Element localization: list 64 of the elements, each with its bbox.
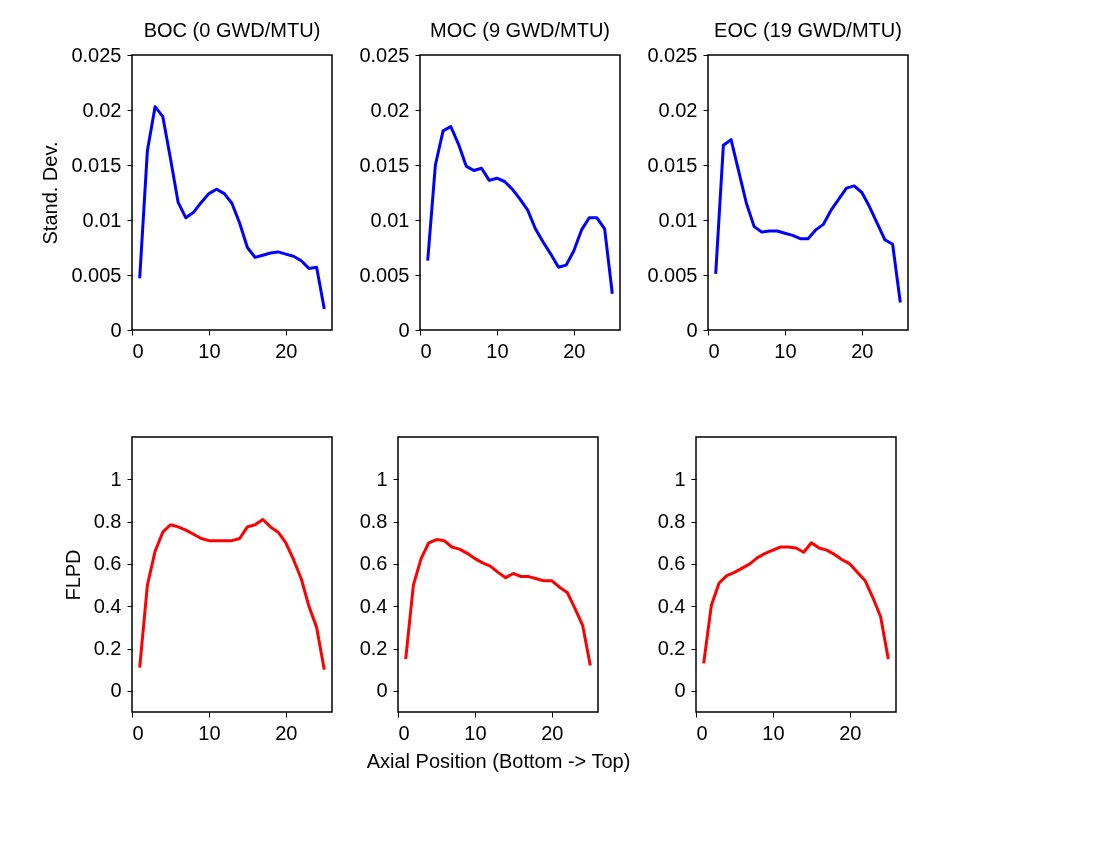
- y-tick-label: 1: [110, 467, 122, 490]
- y-tick-label: 0.015: [359, 153, 410, 176]
- y-tick-label: 0: [110, 318, 122, 341]
- line-series: [404, 538, 592, 667]
- x-tick-label: 20: [275, 721, 298, 744]
- y-tick-label: 0.2: [359, 637, 388, 660]
- x-tick-label: 10: [198, 721, 221, 744]
- y-axis-title: Stand. Dev.: [39, 141, 62, 245]
- y-tick-label: 0.025: [647, 43, 698, 66]
- x-tick-label: 10: [198, 339, 221, 362]
- y-tick-label: 0.025: [359, 43, 410, 66]
- x-axis-title: Axial Position (Bottom -> Top): [366, 749, 631, 772]
- y-tick-label: 0.6: [359, 552, 388, 575]
- line-series: [426, 125, 614, 296]
- y-tick-label: 0.01: [370, 208, 410, 231]
- y-tick-label: 0.8: [93, 510, 122, 533]
- y-tick-label: 0.8: [359, 510, 388, 533]
- y-tick-label: 0.6: [93, 552, 122, 575]
- x-tick-label: 0: [132, 339, 144, 362]
- y-tick-label: 0.2: [657, 637, 686, 660]
- y-tick-label: 0.005: [71, 263, 122, 286]
- x-tick-label: 20: [851, 339, 874, 362]
- y-tick-label: 0.01: [82, 208, 122, 231]
- y-tick-label: 0.005: [647, 263, 698, 286]
- y-tick-label: 0.015: [647, 153, 698, 176]
- x-tick-label: 10: [464, 721, 487, 744]
- x-tick-label: 10: [774, 339, 797, 362]
- y-tick-label: 0.025: [71, 43, 122, 66]
- y-tick-label: 0.005: [359, 263, 410, 286]
- x-tick-label: 20: [275, 339, 298, 362]
- x-tick-label: 20: [839, 721, 862, 744]
- line-series: [138, 105, 326, 311]
- y-tick-label: 0.01: [658, 208, 698, 231]
- y-tick-label: 0.4: [657, 594, 686, 617]
- y-tick-label: 0.8: [657, 510, 686, 533]
- y-tick-label: 0: [674, 679, 686, 702]
- chart-title: BOC (0 GWD/MTU): [143, 19, 321, 41]
- y-tick-label: 0: [686, 318, 698, 341]
- x-tick-label: 0: [132, 721, 144, 744]
- x-tick-label: 10: [762, 721, 785, 744]
- chart-title: MOC (9 GWD/MTU): [430, 19, 610, 41]
- y-tick-label: 0: [398, 318, 410, 341]
- y-tick-label: 0.2: [93, 637, 122, 660]
- y-tick-label: 1: [674, 467, 686, 490]
- x-tick-label: 0: [420, 339, 432, 362]
- y-axis-title: FLPD: [61, 549, 84, 601]
- x-tick-label: 20: [563, 339, 586, 362]
- y-tick-label: 0: [376, 679, 388, 702]
- x-tick-label: 20: [541, 721, 564, 744]
- y-tick-label: 0.02: [658, 98, 698, 121]
- y-tick-label: 0.015: [71, 153, 122, 176]
- y-tick-label: 0.02: [370, 98, 410, 121]
- line-series: [714, 138, 902, 304]
- y-tick-label: 0.4: [359, 594, 388, 617]
- x-tick-label: 0: [708, 339, 720, 362]
- chart-title: EOC (19 GWD/MTU): [714, 19, 902, 41]
- line-series: [702, 541, 890, 665]
- y-tick-label: 0: [110, 679, 122, 702]
- line-series: [138, 518, 326, 672]
- y-tick-label: 0.02: [82, 98, 122, 121]
- y-tick-label: 0.6: [657, 552, 686, 575]
- x-tick-label: 10: [486, 339, 509, 362]
- y-tick-label: 0.4: [93, 594, 122, 617]
- y-tick-label: 1: [376, 467, 388, 490]
